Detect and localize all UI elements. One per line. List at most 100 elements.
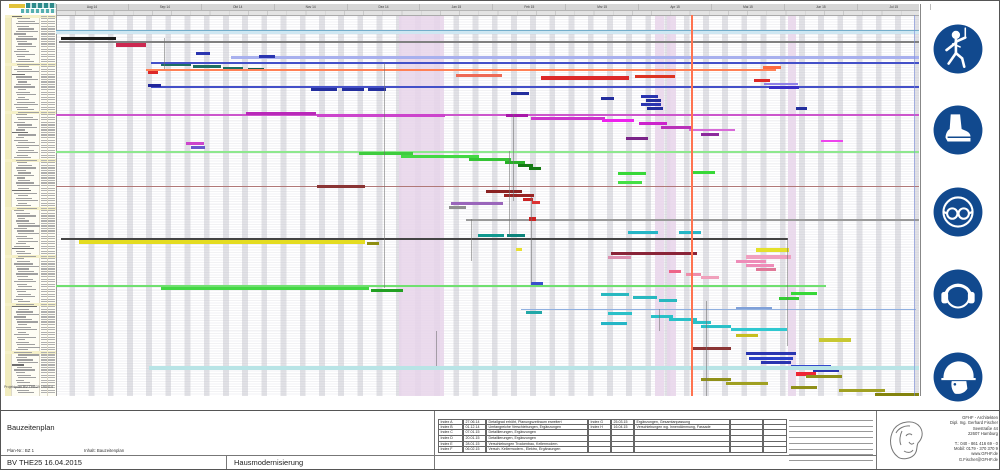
gantt-bar	[601, 293, 629, 296]
task-date-text	[40, 56, 47, 58]
index-table-cell	[588, 436, 611, 442]
gantt-bar	[56, 114, 919, 116]
gantt-bar	[79, 240, 365, 244]
task-date-text	[40, 124, 47, 126]
month-label: Jul 15	[858, 4, 931, 10]
task-date-text	[40, 354, 47, 356]
gantt-bar	[746, 352, 796, 355]
task-date-text	[48, 260, 55, 262]
task-name-text	[17, 374, 31, 376]
empty-index-line	[789, 420, 873, 421]
task-date-text	[40, 174, 47, 177]
task-date-text	[48, 15, 55, 17]
task-name-text	[16, 205, 31, 207]
index-table-cell: Verschiebungen Trockenbau, Kellermodern.	[486, 441, 588, 448]
task-date-text	[40, 63, 47, 65]
task-date-text	[40, 222, 47, 225]
divider	[226, 455, 227, 469]
task-name-text	[14, 139, 28, 141]
gantt-bar	[601, 322, 627, 325]
task-date-text	[40, 313, 47, 316]
task-date-text	[48, 179, 55, 182]
gantt-bar	[151, 62, 919, 64]
task-name-text	[17, 283, 27, 285]
task-date-text	[40, 270, 47, 273]
task-date-text	[48, 109, 55, 111]
task-name-text	[17, 366, 32, 369]
task-date-text	[40, 119, 47, 121]
gantt-bar	[746, 255, 791, 259]
gantt-bar	[161, 287, 369, 290]
gantt-bar	[529, 217, 536, 221]
table-header-logo	[26, 3, 56, 8]
index-table-cell: Index G	[588, 419, 611, 425]
gantt-bar	[59, 41, 919, 43]
divider	[1, 455, 876, 456]
task-date-text	[48, 316, 55, 318]
task-date-text	[48, 169, 55, 172]
architect-email: G.Fischer@GFHF.de	[958, 456, 998, 462]
task-name-text	[14, 316, 26, 318]
task-name-text	[17, 336, 36, 338]
index-table: Index A 27.06.14 Detailgrad erhöht, Planun…	[438, 419, 787, 454]
task-name-text	[16, 243, 26, 245]
gantt-bar	[56, 186, 919, 187]
task-name-text	[18, 149, 34, 151]
task-name-text	[17, 56, 25, 58]
task-date-text	[48, 308, 55, 311]
gantt-bar	[449, 206, 466, 209]
task-date-text	[40, 40, 47, 43]
gantt-bar	[875, 393, 919, 396]
task-date-text	[40, 217, 47, 220]
task-name-text	[17, 291, 26, 293]
task-date-text	[48, 387, 55, 389]
task-date-text	[40, 15, 47, 17]
architect-person: Dipl. Ing. Gerhard Fischer	[950, 420, 998, 426]
task-date-text	[48, 81, 55, 83]
task-date-text	[40, 116, 47, 118]
task-date-text	[48, 94, 55, 96]
index-table-cell	[763, 441, 787, 448]
index-table-cell	[634, 436, 730, 442]
task-date-text	[40, 172, 47, 174]
task-name-text	[18, 354, 39, 356]
task-name-text	[18, 195, 28, 197]
task-date-text	[48, 121, 55, 124]
task-date-text	[48, 364, 55, 366]
gantt-bar	[529, 167, 541, 170]
task-name-text	[16, 318, 32, 321]
task-date-text	[48, 326, 55, 328]
task-date-text	[48, 124, 55, 126]
index-table-cell: 07.01.15	[463, 430, 486, 437]
task-date-text	[48, 101, 55, 103]
safety-goggles-icon	[932, 186, 984, 238]
gantt-bar	[669, 318, 697, 321]
task-col-divider	[11, 15, 12, 396]
gantt-bar	[686, 273, 701, 276]
gantt-bar	[56, 31, 919, 34]
index-table-cell: Versch. Kellermodern., Elektro, Ergänzun…	[486, 447, 588, 454]
gantt-bar	[633, 296, 657, 299]
gantt-bar	[541, 76, 629, 80]
task-name-text	[16, 167, 36, 169]
task-date-text	[48, 53, 55, 55]
table-header-logo	[21, 9, 56, 13]
task-date-text	[40, 346, 47, 348]
empty-index-lines	[789, 420, 873, 464]
architect-street: Seestraße 44	[972, 425, 998, 431]
index-table-cell: 16.04.15	[611, 424, 634, 431]
task-date-text	[48, 35, 55, 38]
task-date-text	[48, 334, 55, 336]
gantt-bar	[368, 88, 386, 91]
task-name-text	[12, 306, 37, 308]
gantt-bar	[813, 369, 839, 372]
task-date-text	[48, 106, 55, 108]
gantt-bar	[701, 133, 719, 136]
gantt-bar	[611, 252, 697, 255]
task-name-text	[17, 63, 40, 65]
task-name-text	[18, 233, 39, 235]
gantt-bar	[779, 297, 799, 300]
task-date-text	[40, 255, 47, 257]
gantt-bar	[736, 334, 758, 337]
task-name-text	[17, 329, 37, 331]
